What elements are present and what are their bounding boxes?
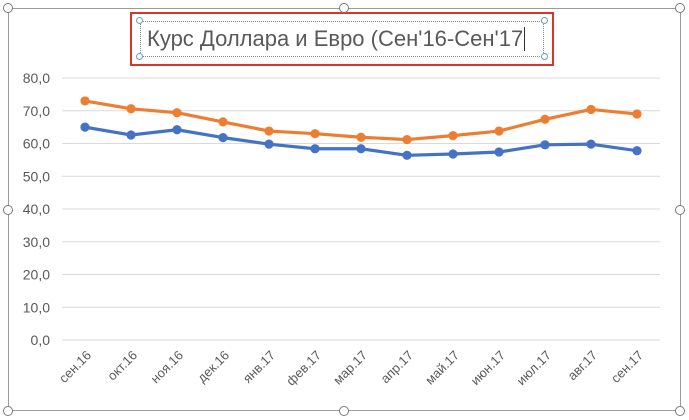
data-point: [494, 126, 504, 136]
x-tick-label: май.17: [422, 348, 462, 388]
y-tick-label: 40,0: [23, 201, 50, 217]
x-tick-label: авг.17: [565, 348, 601, 384]
data-point: [356, 144, 366, 154]
chart-title-wrapper: Курс Доллара и Евро (Сен'16-Сен'17: [147, 26, 526, 52]
title-resize-handle-top-right[interactable]: [541, 17, 548, 24]
x-tick-label: сен.16: [56, 348, 94, 386]
data-point: [264, 126, 274, 136]
text-cursor: [524, 27, 526, 51]
gridlines: [62, 77, 660, 341]
x-tick-label: ноя.16: [148, 348, 187, 387]
chart-title-textbox[interactable]: Курс Доллара и Евро (Сен'16-Сен'17: [140, 21, 544, 57]
data-point: [218, 133, 228, 143]
data-point: [494, 147, 504, 157]
x-tick-label: янв.17: [240, 348, 278, 386]
x-tick-label: окт.16: [104, 348, 140, 384]
x-tick-label: мар.17: [330, 348, 370, 388]
chart-resize-handle-bottom-right[interactable]: [675, 406, 685, 416]
series: [80, 122, 642, 160]
data-point: [586, 139, 596, 149]
data-point: [172, 108, 182, 118]
data-point: [80, 122, 90, 132]
x-axis-ticks: сен.16 окт.16 ноя.16 дек.16 янв.17 фев.17 мар.…: [56, 348, 646, 389]
chart-resize-handle-top-right[interactable]: [675, 3, 685, 13]
x-tick-label: дек.16: [194, 348, 232, 386]
chart-title-selection-box[interactable]: Курс Доллара и Евро (Сен'16-Сен'17: [130, 12, 554, 66]
y-tick-label: 70,0: [23, 103, 50, 119]
y-tick-label: 0,0: [31, 332, 51, 348]
data-point: [448, 131, 458, 141]
y-tick-label: 60,0: [23, 136, 50, 152]
data-point: [540, 140, 550, 150]
x-tick-label: фев.17: [283, 348, 324, 389]
y-tick-label: 80,0: [23, 70, 50, 86]
series: [80, 96, 642, 145]
data-point: [126, 104, 136, 114]
x-tick-label: июн.17: [468, 348, 508, 388]
y-tick-label: 10,0: [23, 299, 50, 315]
data-point: [310, 144, 320, 154]
data-point: [632, 109, 642, 119]
series-group: [80, 96, 642, 160]
x-tick-label: сен.17: [608, 348, 646, 386]
data-point: [126, 130, 136, 140]
chart-resize-handle-bottom-left[interactable]: [3, 406, 13, 416]
data-point: [172, 125, 182, 135]
y-tick-label: 50,0: [23, 168, 50, 184]
data-point: [264, 139, 274, 149]
y-tick-label: 20,0: [23, 267, 50, 283]
data-point: [80, 96, 90, 106]
y-tick-label: 30,0: [23, 234, 50, 250]
data-point: [540, 114, 550, 124]
data-point: [448, 149, 458, 159]
title-resize-handle-bottom-right[interactable]: [541, 53, 548, 60]
data-point: [402, 150, 412, 160]
data-point: [586, 104, 596, 115]
data-point: [632, 146, 642, 156]
chart-resize-handle-bottom-center[interactable]: [339, 406, 349, 416]
title-resize-handle-bottom-left[interactable]: [136, 53, 143, 60]
chart-resize-handle-middle-right[interactable]: [675, 205, 685, 215]
chart-resize-handle-top-left[interactable]: [3, 3, 13, 13]
data-point: [218, 117, 228, 127]
x-tick-label: июл.17: [514, 348, 555, 389]
data-point: [310, 129, 320, 139]
title-resize-handle-top-left[interactable]: [136, 17, 143, 24]
chart-resize-handle-middle-left[interactable]: [3, 205, 13, 215]
chart-title: Курс Доллара и Евро (Сен'16-Сен'17: [147, 26, 524, 51]
x-tick-label: апр.17: [378, 348, 417, 387]
chart-resize-handle-top-center[interactable]: [339, 3, 349, 13]
data-point: [356, 132, 366, 142]
data-point: [402, 134, 412, 145]
y-axis-ticks: 0,0 10,0 20,0 30,0 40,0 50,0 60,0 70,0 80,0: [23, 70, 50, 348]
